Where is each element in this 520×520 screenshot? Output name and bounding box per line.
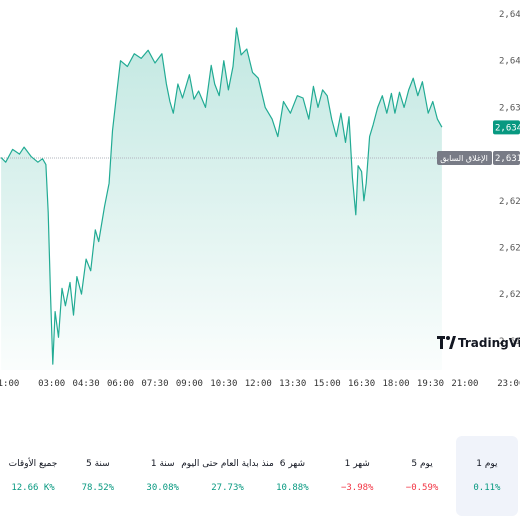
x-tick-label: 18:00	[382, 379, 409, 389]
price-chart[interactable]: 2,644.000 2,640.000 2,636.000 2,628.000 2,62…	[0, 0, 520, 400]
x-tick-label: 04:30	[73, 379, 100, 389]
plot-area	[0, 27, 490, 370]
tradingview-logo[interactable]: TradingView	[437, 336, 520, 350]
x-tick-label: 03:00	[38, 379, 65, 389]
price-area-fill	[1, 28, 442, 370]
period-tab[interactable]: 1 سنة 30.08%	[132, 436, 194, 516]
last-price-tag	[493, 120, 520, 135]
x-tick-label: 06:00	[107, 379, 134, 389]
period-change: −3.98%	[340, 483, 374, 493]
y-tick-label: 2,616.000	[499, 337, 520, 347]
tradingview-logo-icon	[437, 336, 456, 349]
y-tick-label: 2,644.000	[499, 10, 520, 20]
y-tick-label: 2,628.000	[499, 197, 520, 207]
x-tick-label: 16:30	[348, 379, 375, 389]
period-label: 5 يوم	[411, 459, 433, 469]
x-tick-label: 13:30	[279, 379, 306, 389]
period-label: 1 سنة	[150, 459, 175, 469]
period-change: 0.11%	[473, 483, 501, 493]
period-label: 1 شهر	[344, 459, 370, 469]
x-tick-label: 12:00	[245, 379, 272, 389]
period-label: جميع الأوقات	[8, 459, 58, 469]
price-line	[0, 27, 443, 365]
x-tick-label: 19:30	[417, 379, 444, 389]
last-price-label: 2,634.290	[495, 123, 520, 133]
y-axis: 2,644.000 2,640.000 2,636.000 2,628.000 2,62…	[499, 10, 520, 347]
period-tab[interactable]: 6 شهر 10.88%	[261, 436, 323, 516]
period-label: منذ بداية العام حتى اليوم	[181, 459, 274, 469]
x-tick-label: 23:00	[497, 379, 520, 389]
period-change: −0.59%	[405, 483, 439, 493]
prev-close-caption-tag	[437, 150, 492, 165]
period-label: 1 يوم	[476, 459, 498, 469]
period-selector: 1 يوم 0.11% 5 يوم −0.59% 1 شهر −3.98% 6 شهر 10.…	[0, 436, 520, 516]
period-tab[interactable]: جميع الأوقات 12.66 K%	[2, 436, 64, 516]
period-label: 5 سنة	[86, 459, 110, 469]
period-tab[interactable]: 1 شهر −3.98%	[326, 436, 388, 516]
x-tick-label: 09:00	[176, 379, 203, 389]
period-tab[interactable]: منذ بداية العام حتى اليوم 27.73%	[181, 436, 274, 516]
period-change: 78.52%	[81, 483, 115, 493]
y-tick-label: 2,636.000	[499, 103, 520, 113]
prev-close-label: 2,631.665	[495, 154, 520, 164]
period-change: 10.88%	[276, 483, 309, 493]
period-change: 27.73%	[211, 483, 244, 493]
x-axis: 01:00 03:00 04:30 06:00 07:30 09:00 10:30 12:00…	[0, 379, 520, 389]
x-tick-label: 21:00	[451, 379, 478, 389]
x-tick-label: 10:30	[210, 379, 237, 389]
period-tab[interactable]: 5 يوم −0.59%	[391, 436, 453, 516]
prev-close-tag	[493, 150, 520, 165]
period-label: 6 شهر	[279, 459, 305, 469]
x-tick-label: 15:00	[314, 379, 341, 389]
y-tick-label: 2,624.000	[499, 243, 520, 253]
period-tab[interactable]: 5 سنة 78.52%	[67, 436, 129, 516]
x-tick-label: 07:30	[141, 379, 168, 389]
prev-close-caption: الإغلاق السابق	[440, 154, 488, 164]
brand-name: TradingView	[458, 336, 520, 350]
period-tab[interactable]: 1 يوم 0.11%	[455, 436, 518, 516]
period-change: 12.66 K%	[11, 483, 55, 493]
price-tags: 2,634.290 الإغلاق السابق 2,631.665	[437, 120, 520, 165]
y-tick-label: 2,620.000	[499, 290, 520, 300]
period-change: 30.08%	[146, 483, 179, 493]
x-tick-label: 01:00	[0, 379, 19, 389]
y-tick-label: 2,640.000	[499, 57, 520, 67]
